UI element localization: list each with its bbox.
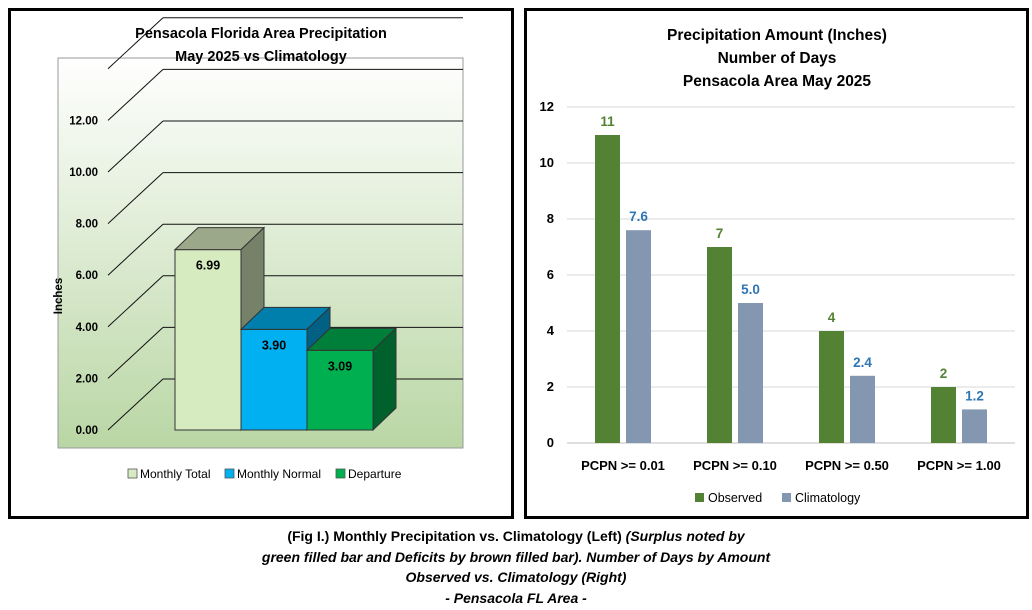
bars: 6.99 3.90 3.09	[173, 226, 398, 432]
legend-swatch-3	[335, 468, 346, 479]
y-tick-label: 6	[547, 267, 554, 282]
gridline-diagonal	[107, 172, 164, 224]
y-tick-label: 8	[547, 211, 554, 226]
data-label: 2	[940, 366, 948, 381]
figure-caption: (Fig I.) Monthly Precipitation vs. Clima…	[0, 526, 1032, 608]
gridline-diagonal	[107, 378, 164, 431]
bar-observed	[595, 135, 620, 443]
precipitation-chart-panel: 0.00 2.00 4.00 6.00 8.00 10.00 12.00 6.99 3.90 3…	[8, 8, 514, 519]
y-tick-label: 6.00	[76, 270, 98, 282]
bar-observed	[707, 247, 732, 443]
data-label: 2.4	[853, 355, 872, 370]
data-label: 11	[600, 114, 615, 129]
chart-title: Pensacola Florida Area Precipitation	[135, 26, 387, 42]
days-chart-panel: Precipitation Amount (Inches) Number of …	[524, 8, 1029, 519]
x-tick-label: PCPN >= 1.00	[917, 458, 1001, 473]
data-label: 1.2	[965, 388, 984, 403]
gridline-diagonal	[107, 120, 164, 173]
gridline-diagonal	[107, 69, 164, 121]
gridline-diagonal	[107, 17, 164, 70]
precipitation-chart: 0.00 2.00 4.00 6.00 8.00 10.00 12.00 6.99 3.90 3…	[53, 17, 464, 481]
y-tick-label: 10.00	[69, 167, 98, 179]
caption-line-2: green filled bar and Deficits by brown f…	[261, 548, 771, 565]
bar-climatology	[738, 303, 763, 443]
bar-front-3	[306, 349, 374, 431]
y-tick-label: 0	[547, 435, 554, 450]
legend-label: Monthly Normal	[237, 467, 321, 481]
caption-line-1-italic: (Surplus noted by	[625, 528, 745, 544]
y-tick-label: 8.00	[76, 219, 98, 231]
chart-title-line-2: Number of Days	[718, 50, 837, 67]
x-tick-label: PCPN >= 0.10	[693, 458, 777, 473]
chart-subtitle: May 2025 vs Climatology	[175, 49, 347, 65]
x-axis-ticks: PCPN >= 0.01 PCPN >= 0.10 PCPN >= 0.50 PCPN…	[581, 458, 1001, 473]
legend-swatch-1	[127, 468, 138, 479]
bar-observed	[931, 387, 956, 443]
y-axis-ticks: 0 2 4 6 8 10 12	[540, 99, 555, 450]
data-label: 3.90	[262, 338, 286, 352]
legend-label: Departure	[348, 467, 402, 481]
legend-label: Monthly Total	[140, 467, 210, 481]
x-tick-label: PCPN >= 0.01	[581, 458, 665, 473]
y-tick-label: 0.00	[76, 425, 98, 437]
y-tick-label: 2.00	[76, 373, 98, 385]
gridline-diagonal	[107, 327, 164, 379]
bar-side-3	[372, 327, 397, 432]
y-tick-label: 12.00	[69, 115, 98, 127]
y-tick-label: 10	[540, 155, 554, 170]
y-tick-label: 4	[547, 323, 555, 338]
legend-swatch-2	[224, 468, 235, 479]
data-label: 5.0	[741, 282, 760, 297]
bar-climatology	[850, 375, 875, 443]
data-label: 4	[828, 310, 836, 325]
caption-line-1-bold: (Fig I.) Monthly Precipitation vs. Clima…	[287, 528, 622, 544]
data-label: 7.6	[629, 209, 648, 224]
y-tick-label: 12	[540, 99, 554, 114]
legend-swatch-2	[782, 493, 791, 502]
legend-label: Climatology	[795, 491, 861, 505]
y-axis-label: Inches	[53, 278, 65, 314]
legend-swatch-1	[695, 493, 704, 502]
bar-climatology	[962, 409, 987, 443]
y-axis-ticks: 0.00 2.00 4.00 6.00 8.00 10.00 12.00	[69, 115, 98, 437]
chart-title-line-3: Pensacola Area May 2025	[683, 73, 872, 90]
legend: Monthly Total Monthly Normal Departure	[127, 467, 402, 481]
data-label: 3.09	[328, 359, 352, 373]
gridline-diagonal	[107, 223, 164, 276]
caption-line-1: (Fig I.) Monthly Precipitation vs. Clima…	[0, 526, 1032, 547]
bar-climatology	[626, 230, 651, 443]
data-label: 6.99	[196, 259, 220, 273]
y-tick-label: 2	[547, 379, 554, 394]
y-tick-label: 4.00	[76, 322, 98, 334]
caption-line-3: Observed vs. Climatology (Right)	[405, 569, 627, 585]
gridline-diagonal	[107, 275, 164, 328]
x-tick-label: PCPN >= 0.50	[805, 458, 889, 473]
bars: 11 7.6 7 5.0 4 2.4 2 1.2	[595, 114, 987, 443]
bar-observed	[819, 331, 844, 443]
caption-line-4: - Pensacola FL Area -	[445, 589, 587, 606]
bar-front-1	[174, 249, 242, 431]
data-label: 7	[716, 226, 724, 241]
chart-title-line-1: Precipitation Amount (Inches)	[667, 27, 887, 44]
days-chart: Precipitation Amount (Inches) Number of …	[540, 27, 1015, 505]
legend-label: Observed	[708, 491, 762, 505]
legend: Observed Climatology	[695, 491, 861, 505]
